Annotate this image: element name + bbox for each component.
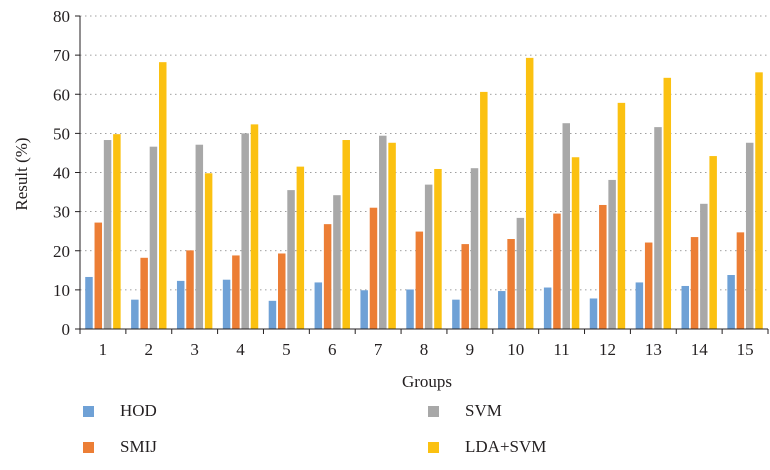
bar-hod-11: [543, 287, 552, 329]
y-tick-label: 40: [53, 164, 70, 183]
bar-smij-8: [415, 231, 424, 329]
bar-svm-9: [470, 168, 479, 329]
bars: [85, 57, 763, 330]
bar-svm-1: [103, 140, 112, 329]
bar-lda-svm-6: [342, 140, 350, 329]
x-tick-label: 7: [374, 340, 383, 359]
bar-lda-svm-4: [250, 124, 259, 329]
bar-hod-7: [360, 290, 368, 329]
bar-hod-2: [131, 299, 139, 329]
bar-lda-svm-9: [480, 91, 488, 329]
bar-svm-6: [333, 195, 341, 329]
bar-svm-12: [608, 179, 616, 329]
y-tick-label: 30: [53, 203, 70, 222]
bar-smij-3: [186, 250, 194, 329]
y-tick-labels: 0 10 20 30 40 50 60 70 80: [53, 7, 70, 339]
bar-lda-svm-12: [617, 102, 626, 329]
bar-svm-4: [241, 133, 249, 329]
bar-lda-svm-11: [571, 157, 580, 329]
x-tick-label: 13: [645, 340, 662, 359]
y-tick-label: 10: [53, 281, 70, 300]
x-tick-label: 2: [145, 340, 154, 359]
bar-smij-2: [140, 257, 148, 329]
bar-lda-svm-3: [204, 173, 213, 329]
bar-smij-4: [232, 255, 240, 329]
bar-svm-5: [287, 190, 295, 329]
y-tick-label: 20: [53, 242, 70, 261]
bar-hod-4: [222, 279, 231, 329]
bar-smij-6: [323, 224, 332, 329]
bar-smij-11: [553, 213, 561, 329]
x-axis-title: Groups: [402, 372, 452, 391]
bar-svm-2: [149, 146, 158, 329]
bar-smij-13: [644, 242, 653, 329]
bar-lda-svm-5: [296, 166, 305, 329]
bar-svm-10: [516, 217, 525, 329]
x-tick-label: 4: [236, 340, 245, 359]
bar-smij-15: [736, 232, 745, 329]
bar-svm-7: [379, 135, 387, 329]
bar-hod-6: [314, 282, 323, 329]
bar-svm-15: [745, 142, 754, 329]
x-tick-label: 8: [420, 340, 429, 359]
bar-svm-13: [654, 127, 662, 330]
axes: [75, 15, 769, 334]
bar-hod-1: [85, 276, 93, 329]
bar-hod-8: [406, 289, 414, 329]
x-tick-label: 11: [553, 340, 569, 359]
bar-lda-svm-13: [663, 77, 672, 329]
x-tick-label: 10: [507, 340, 524, 359]
bar-svm-8: [424, 184, 433, 329]
bar-svm-11: [562, 123, 570, 329]
bar-smij-5: [278, 253, 286, 329]
x-tick-label: 3: [190, 340, 199, 359]
x-tick-label: 12: [599, 340, 616, 359]
bar-lda-svm-14: [709, 156, 717, 329]
bar-smij-14: [690, 237, 699, 329]
y-axis-title: Result (%): [12, 137, 31, 210]
y-tick-label: 50: [53, 124, 70, 143]
bar-smij-1: [94, 222, 103, 329]
bar-smij-12: [599, 204, 607, 329]
bar-lda-svm-2: [159, 62, 167, 329]
x-tick-label: 15: [737, 340, 754, 359]
x-tick-label: 1: [99, 340, 108, 359]
bar-hod-12: [589, 298, 598, 329]
bar-lda-svm-15: [755, 72, 763, 329]
x-tick-label: 6: [328, 340, 337, 359]
bar-hod-14: [681, 285, 689, 329]
y-tick-label: 80: [53, 7, 70, 26]
x-tick-label: 9: [466, 340, 475, 359]
bar-lda-svm-7: [388, 142, 396, 329]
bar-hod-3: [176, 280, 185, 329]
bar-smij-10: [507, 239, 515, 329]
y-tick-label: 0: [62, 320, 71, 339]
y-tick-label: 60: [53, 85, 70, 104]
bar-hod-15: [727, 275, 735, 329]
y-tick-label: 70: [53, 46, 70, 65]
x-tick-label: 14: [691, 340, 709, 359]
bar-hod-13: [635, 282, 644, 329]
bar-smij-7: [369, 207, 378, 329]
bar-lda-svm-8: [434, 168, 442, 329]
x-tick-label: 5: [282, 340, 291, 359]
bar-hod-10: [498, 291, 506, 329]
bar-lda-svm-10: [525, 57, 534, 330]
bar-svm-14: [700, 203, 708, 329]
bar-smij-9: [461, 244, 469, 329]
bar-hod-5: [268, 300, 277, 329]
bar-svm-3: [195, 144, 204, 329]
x-tick-labels: 1 2 3 4 5 6 7 8 9 10 11 12 13 14 15: [99, 340, 754, 359]
bar-lda-svm-1: [113, 134, 121, 329]
bar-hod-9: [452, 299, 460, 329]
